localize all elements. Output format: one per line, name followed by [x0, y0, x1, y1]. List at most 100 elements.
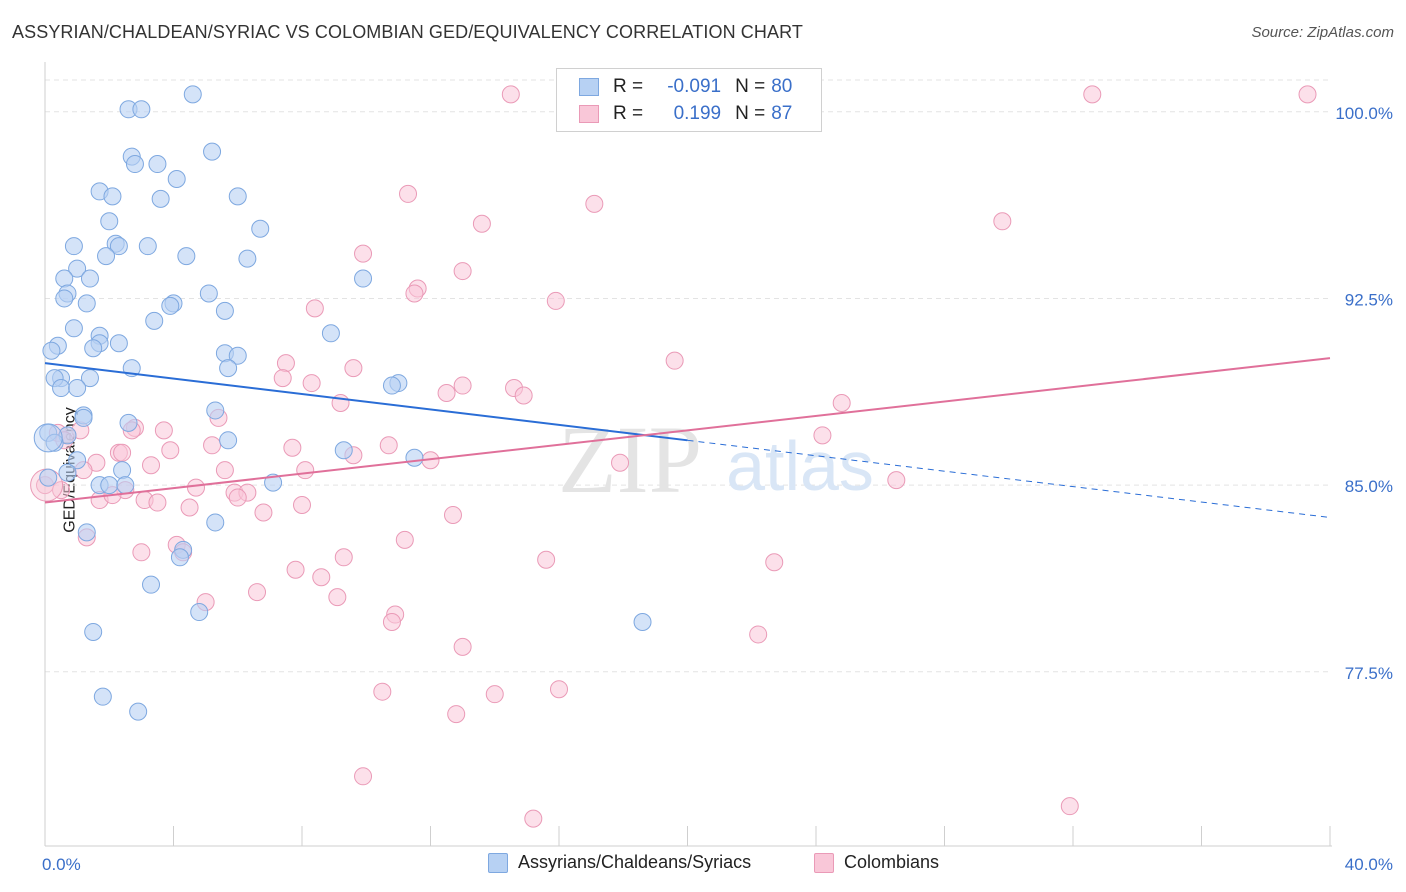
colombian-point — [537, 550, 556, 569]
colombian-point — [447, 705, 466, 724]
legend-swatch-pink — [579, 105, 599, 123]
colombian-point — [344, 359, 363, 378]
colombian-point — [142, 456, 161, 475]
legend-row-blue: R = -0.091 N = 80 — [579, 72, 792, 102]
colombian-point — [765, 553, 784, 572]
assyrian-point — [64, 237, 83, 256]
colombian-point — [248, 583, 267, 602]
assyrian-point — [119, 413, 138, 432]
assyrian-point — [33, 423, 63, 453]
colombian-trend-line — [44, 357, 1331, 504]
colombian-point — [382, 613, 401, 631]
colombian-point — [186, 478, 205, 497]
colombian-point — [161, 441, 180, 460]
assyrian-trend-line — [44, 362, 688, 442]
gridlines — [45, 79, 1330, 673]
assyrian-point — [148, 155, 167, 174]
legend-n-value-pink: 87 — [771, 103, 793, 124]
assyrian-point — [354, 269, 373, 288]
assyrian-point — [161, 296, 180, 315]
assyrian-point — [321, 324, 340, 343]
assyrian-point — [80, 269, 99, 288]
colombian-point — [1298, 85, 1317, 104]
assyrian-point — [109, 334, 128, 353]
colombian-point — [665, 351, 684, 370]
assyrian-point — [228, 346, 247, 365]
x-tick-label-max: 40.0% — [1345, 855, 1393, 874]
colombian-point — [113, 443, 132, 462]
assyrian-point — [215, 301, 234, 320]
colombian-point — [749, 625, 768, 644]
assyrian-point — [68, 259, 87, 278]
colombian-point — [453, 637, 472, 656]
assyrian-point — [405, 448, 424, 467]
assyrian-point — [228, 187, 247, 206]
assyrian-point — [77, 294, 96, 313]
assyrian-point — [100, 212, 119, 231]
colombian-point — [501, 85, 520, 104]
correlation-legend: R = -0.091 N = 80 R = 0.199 N = 87 — [556, 68, 822, 132]
assyrian-point — [251, 219, 270, 238]
colombian-point — [514, 386, 533, 405]
x-tick-label-min: 0.0% — [42, 855, 81, 874]
assyrian-point — [219, 431, 238, 450]
colombian-point — [611, 453, 630, 472]
assyrian-point — [183, 85, 202, 104]
legend-r-value-pink: 0.199 — [673, 103, 722, 124]
colombian-point — [203, 436, 222, 455]
trend-lines — [44, 357, 1331, 518]
colombian-point — [524, 809, 543, 828]
assyrian-point — [93, 687, 112, 706]
assyrian-point — [138, 237, 157, 256]
colombian-point — [472, 214, 491, 233]
legend-label-assyrians: Assyrians/Chaldeans/Syriacs — [518, 852, 752, 872]
assyrian-point — [42, 341, 61, 360]
colombian-point — [832, 393, 851, 412]
colombian-point — [296, 461, 315, 480]
series-legend: Assyrians/Chaldeans/Syriacs Colombians — [0, 852, 1406, 878]
legend-r-label: R = — [613, 76, 644, 97]
assyrian-point — [113, 461, 132, 480]
legend-n-label: N = — [735, 76, 766, 97]
axes — [44, 62, 1332, 847]
colombian-point — [813, 426, 832, 445]
colombian-point — [276, 354, 295, 373]
assyrians-points — [33, 85, 652, 721]
assyrian-point — [64, 319, 83, 338]
legend-item-colombians[interactable]: Colombians — [814, 852, 939, 873]
colombian-point — [305, 299, 324, 318]
colombian-point — [302, 374, 321, 393]
colombian-point — [354, 244, 373, 263]
assyrian-point — [145, 311, 164, 330]
assyrian-point — [116, 476, 135, 495]
assyrian-point — [170, 548, 189, 567]
assyrian-point — [203, 142, 222, 161]
colombian-point — [1060, 797, 1079, 816]
assyrian-point — [219, 359, 238, 378]
assyrian-point — [129, 702, 148, 721]
chart-title: ASSYRIAN/CHALDEAN/SYRIAC VS COLOMBIAN GE… — [12, 22, 803, 42]
assyrian-point — [167, 169, 186, 188]
colombian-point — [585, 194, 604, 213]
colombian-point — [354, 767, 373, 786]
assyrian-point — [103, 187, 122, 206]
assyrian-point — [80, 369, 99, 388]
legend-item-assyrians[interactable]: Assyrians/Chaldeans/Syriacs — [488, 852, 751, 873]
assyrian-point — [142, 575, 161, 594]
colombian-point — [485, 685, 504, 704]
watermark-zip: ZIP — [558, 406, 702, 513]
colombian-point — [405, 284, 424, 303]
colombian-point — [328, 588, 347, 607]
y-tick-label: 100.0% — [1335, 104, 1393, 123]
assyrian-point — [199, 284, 218, 303]
colombian-point — [887, 471, 906, 490]
colombian-point — [395, 530, 414, 549]
legend-label-colombians: Colombians — [844, 852, 940, 872]
assyrian-point — [77, 523, 96, 542]
colombian-point — [273, 369, 292, 388]
colombian-point — [399, 184, 418, 203]
assyrian-point — [52, 379, 71, 398]
colombian-point — [1083, 85, 1102, 104]
colombian-point — [228, 488, 247, 507]
y-tick-label: 77.5% — [1345, 664, 1393, 683]
